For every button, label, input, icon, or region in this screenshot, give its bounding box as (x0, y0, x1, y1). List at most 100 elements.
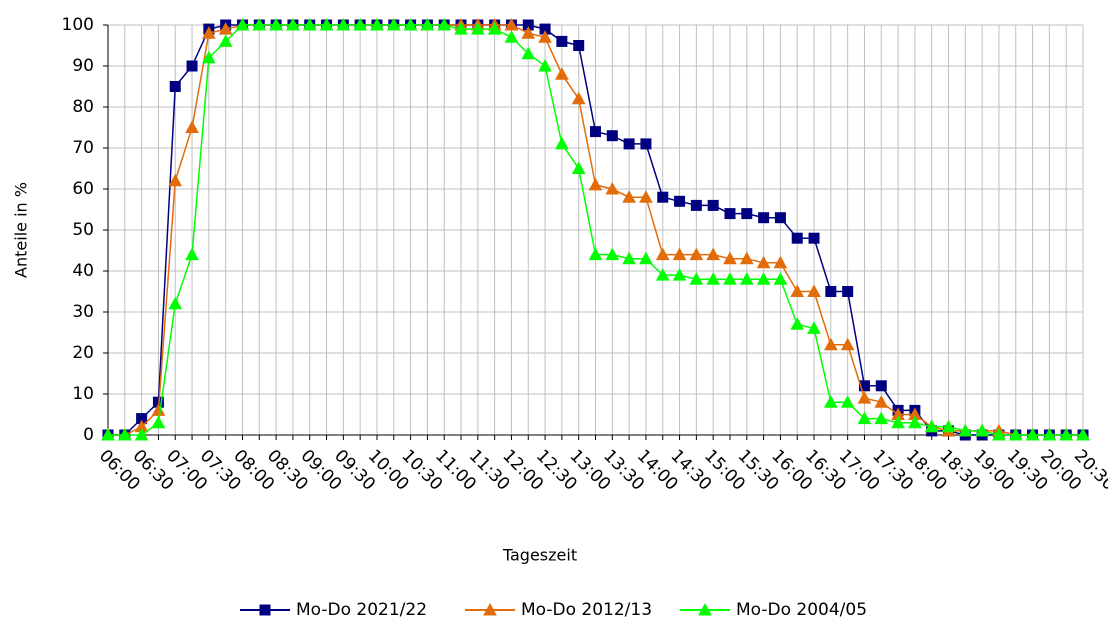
data-point (958, 423, 973, 437)
data-point (605, 247, 620, 261)
y-tick-label: 60 (72, 179, 94, 199)
data-point (555, 67, 569, 80)
data-point (724, 208, 736, 220)
data-point (623, 138, 635, 150)
data-point (302, 17, 317, 31)
data-point (269, 17, 283, 31)
data-point (555, 136, 569, 150)
data-point (891, 415, 905, 429)
data-point (706, 272, 721, 285)
data-point (858, 380, 870, 392)
legend-marker (698, 602, 712, 616)
data-point (657, 191, 669, 203)
data-point (1008, 427, 1023, 441)
data-point (723, 272, 737, 285)
data-point (739, 272, 754, 285)
data-point (1059, 427, 1074, 441)
data-point (758, 212, 770, 224)
data-point (808, 232, 820, 244)
data-point (791, 232, 803, 244)
data-point (168, 173, 183, 187)
data-point (117, 427, 132, 441)
data-point (606, 130, 618, 142)
data-point (538, 58, 552, 72)
data-point (185, 247, 199, 261)
y-tick-label: 80 (72, 97, 94, 117)
data-point (774, 212, 786, 224)
data-point (857, 411, 872, 425)
data-point (622, 251, 636, 265)
data-point (437, 17, 452, 31)
data-point (690, 199, 702, 211)
data-point (840, 395, 855, 408)
data-point (790, 317, 805, 330)
data-point (454, 22, 468, 35)
data-point (470, 22, 485, 35)
data-point (504, 17, 519, 31)
data-point (151, 415, 166, 429)
data-point (908, 415, 922, 429)
legend-label: Mo-Do 2021/22 (296, 600, 427, 620)
data-point (756, 272, 771, 285)
data-point (252, 17, 267, 31)
data-point (639, 251, 653, 265)
data-point (168, 296, 183, 310)
data-point (1076, 427, 1090, 441)
data-point (992, 427, 1006, 441)
data-point (386, 17, 401, 31)
data-point (218, 34, 233, 47)
data-point (674, 195, 686, 207)
data-point (672, 247, 687, 261)
data-point (875, 380, 887, 392)
legend-marker (259, 604, 271, 616)
data-point (573, 40, 585, 51)
data-point (504, 30, 519, 43)
data-point (336, 17, 351, 31)
data-point (353, 17, 367, 31)
y-tick-label: 30 (72, 302, 94, 322)
data-point (655, 247, 670, 261)
y-axis-label: Anteile in % (12, 182, 31, 278)
y-tick-label: 40 (72, 261, 94, 281)
data-point (571, 161, 586, 174)
data-point (807, 284, 821, 297)
data-point (842, 286, 854, 297)
data-point (773, 272, 788, 285)
data-point (622, 190, 636, 203)
data-point (773, 255, 788, 269)
data-point (672, 268, 687, 281)
data-point (101, 427, 115, 441)
legend-marker (483, 602, 497, 616)
data-point (639, 190, 653, 203)
data-point (588, 177, 603, 191)
data-point (487, 22, 502, 35)
y-tick-label: 0 (83, 425, 94, 445)
y-tick-label: 70 (72, 138, 94, 158)
data-point (824, 395, 838, 408)
data-point (202, 50, 216, 64)
data-point (1025, 427, 1040, 441)
data-point (739, 251, 754, 265)
data-point (807, 321, 821, 334)
data-point (689, 272, 704, 285)
data-point (218, 22, 233, 35)
data-point (235, 17, 250, 31)
y-tick-label: 90 (72, 56, 94, 76)
data-point (169, 81, 181, 92)
data-point (790, 284, 805, 297)
data-point (538, 30, 552, 43)
data-point (286, 17, 300, 31)
data-point (707, 199, 719, 211)
data-point (840, 337, 855, 351)
data-point (556, 35, 568, 47)
data-point (1042, 427, 1057, 441)
data-point (756, 255, 771, 269)
data-point (689, 247, 704, 261)
data-point (655, 268, 670, 281)
data-point (857, 391, 872, 404)
data-point (741, 208, 753, 220)
y-tick-label: 20 (72, 343, 94, 363)
data-point (186, 60, 198, 72)
data-point (874, 395, 889, 408)
